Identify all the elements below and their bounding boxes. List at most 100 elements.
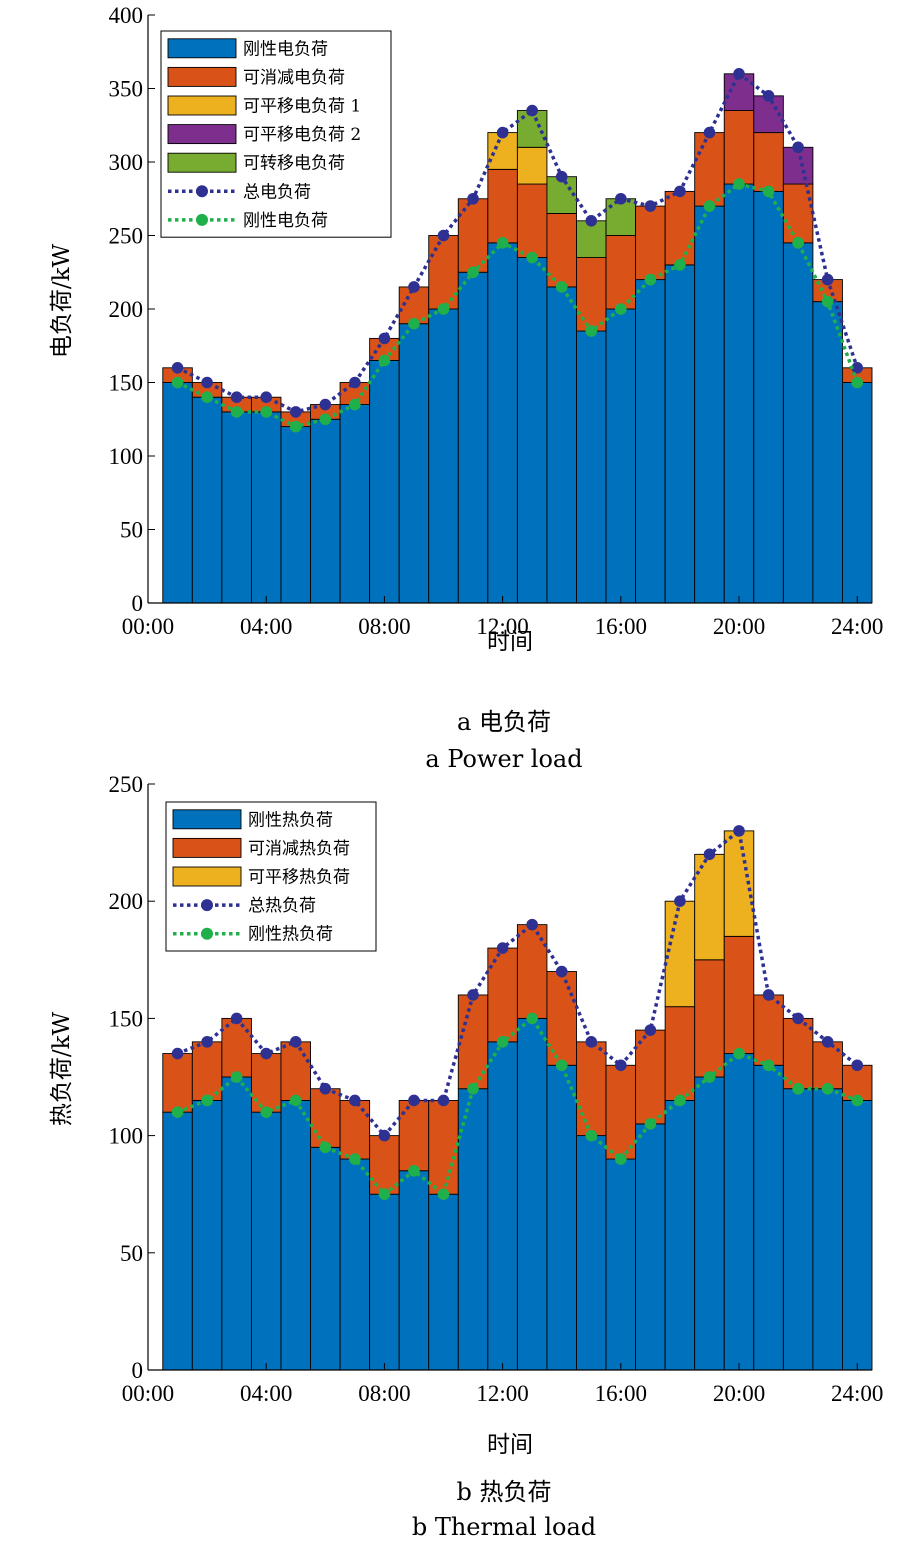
chart-2-bar-s2-h19 <box>694 959 725 1078</box>
chart-2-point-total-h14 <box>555 965 568 978</box>
chart-2-point-total-h17 <box>644 1024 657 1036</box>
chart-2-bar-s1-h10 <box>428 1193 459 1371</box>
chart-2-point-total-h1 <box>171 1047 184 1060</box>
chart-2-bar-s1-h8 <box>369 1193 400 1371</box>
chart-2-caption-en: b Thermal load <box>412 1513 596 1541</box>
chart-1-point-rigid-h4 <box>260 406 273 418</box>
chart-2-bar-s1-h18 <box>664 1099 696 1371</box>
chart-1-point-total-h17 <box>644 200 657 212</box>
chart-2-point-total-h15 <box>585 1036 598 1048</box>
chart-1-bar-s1-h6 <box>310 418 341 604</box>
chart-2-point-total-h24 <box>851 1059 864 1072</box>
chart-2-bar-s2-h3 <box>221 1017 252 1078</box>
chart-2-point-rigid-h9 <box>408 1164 420 1177</box>
chart-2-point-total-h21 <box>762 989 775 1001</box>
chart-2-point-total-h11 <box>467 989 479 1001</box>
chart-1-bar-s3-h13 <box>516 146 548 185</box>
chart-1-bar-s1-h4 <box>250 411 282 604</box>
chart-2-bar-s1-h3 <box>221 1076 252 1371</box>
chart-2-ytick-label: 150 <box>109 1006 144 1031</box>
chart-1-point-rigid-h24 <box>851 376 864 389</box>
chart-1-bar-s1-h1 <box>162 382 193 604</box>
chart-2-bar-s1-h5 <box>280 1099 311 1371</box>
chart-1-point-total-h19 <box>703 126 716 139</box>
chart-2-bar-s1-h16 <box>605 1158 637 1371</box>
chart-2-point-total-h9 <box>408 1094 420 1107</box>
chart-1-bar-s1-h20 <box>723 183 755 604</box>
chart-2-bar-s1-h24 <box>841 1099 873 1371</box>
chart-2-point-total-h13 <box>526 918 538 931</box>
chart-1-point-rigid-h6 <box>319 413 332 426</box>
chart-2-point-rigid-h13 <box>526 1012 538 1025</box>
chart-2-bar-s1-h17 <box>635 1123 666 1371</box>
chart-1-ytick-label: 0 <box>132 591 144 616</box>
chart-1-ylabel: 电负荷/kW <box>49 243 75 358</box>
chart-1-bar-s2-h17 <box>635 205 666 281</box>
chart-1-bar-s2-h13 <box>516 183 548 259</box>
chart-2-xtick-label: 04:00 <box>240 1381 292 1406</box>
chart-1-point-rigid-h7 <box>349 398 361 411</box>
chart-1-point-rigid-h10 <box>437 303 450 315</box>
chart-2-point-total-h23 <box>821 1036 834 1048</box>
chart-2-bar-s1-h6 <box>310 1146 341 1371</box>
chart-2-bar-s1-h12 <box>487 1041 518 1371</box>
chart-2-bar-s2-h16 <box>605 1064 637 1160</box>
chart-2-point-rigid-h3 <box>230 1071 243 1083</box>
chart-2-point-rigid-h4 <box>260 1106 273 1118</box>
chart-1-point-total-h12 <box>496 126 509 139</box>
chart-2-xtick-label: 16:00 <box>595 1381 647 1406</box>
chart-1-point-rigid-h19 <box>703 200 716 212</box>
chart-1-legend-label-2: 可消减电负荷 <box>243 68 345 88</box>
chart-1-point-total-h14 <box>555 170 568 183</box>
chart-1-caption-en: a Power load <box>425 745 582 773</box>
chart-2-bar-s2-h4 <box>250 1053 282 1113</box>
chart-2-point-rigid-h20 <box>733 1047 745 1060</box>
chart-2-bar-s1-h1 <box>162 1111 193 1371</box>
chart-2-legend-label-5: 刚性热负荷 <box>248 925 333 945</box>
chart-2-point-rigid-h14 <box>555 1059 568 1072</box>
chart-1-bar-s2-h14 <box>546 212 577 288</box>
chart-1-point-total-h7 <box>349 376 361 389</box>
chart-1-point-total-h2 <box>201 376 213 389</box>
chart-1-bar-s4-h20 <box>723 73 755 112</box>
chart-2-xtick-label: 00:00 <box>122 1381 174 1406</box>
chart-2-bar-s2-h9 <box>398 1099 430 1172</box>
chart-2-point-rigid-h7 <box>349 1153 361 1165</box>
chart-1-point-rigid-h9 <box>408 317 420 330</box>
chart-2-legend-swatch-3 <box>172 866 242 887</box>
chart-2-bar-s3-h19 <box>694 853 725 961</box>
chart-1-xtick-label: 08:00 <box>358 614 410 639</box>
chart-2-point-total-h19 <box>703 848 716 861</box>
chart-2-bar-s1-h21 <box>753 1064 784 1371</box>
chart-1-ytick-label: 50 <box>120 518 143 543</box>
chart-2-point-rigid-h22 <box>792 1082 804 1095</box>
chart-1-ytick-label: 150 <box>109 371 144 396</box>
chart-1-point-total-h6 <box>319 398 332 411</box>
chart-2-point-total-h20 <box>733 825 745 837</box>
chart-2-point-total-h3 <box>230 1012 243 1025</box>
chart-2-legend-marker-4 <box>201 899 213 912</box>
chart-1-point-total-h15 <box>585 215 598 227</box>
chart-2-bar-s2-h10 <box>428 1099 459 1195</box>
chart-1-point-rigid-h3 <box>230 406 243 418</box>
chart-2-legend-label-1: 刚性热负荷 <box>248 810 333 830</box>
chart-1-bar-s1-h10 <box>428 308 459 604</box>
chart-2-bar-s2-h15 <box>576 1041 607 1137</box>
chart-2-point-rigid-h1 <box>171 1106 184 1118</box>
chart-2-bar-s2-h20 <box>723 935 755 1055</box>
chart-1-bar-s1-h3 <box>221 411 252 604</box>
chart-1-point-total-h20 <box>733 68 745 80</box>
chart-2-point-rigid-h21 <box>762 1059 775 1072</box>
chart-2-point-total-h5 <box>289 1036 302 1048</box>
chart-2-ytick-label: 200 <box>109 889 144 914</box>
chart-1-point-rigid-h18 <box>674 259 686 271</box>
chart-2-xtick-label: 12:00 <box>476 1381 528 1406</box>
chart-2-legend-label-3: 可平移热负荷 <box>248 868 350 888</box>
chart-2-point-total-h7 <box>349 1094 361 1107</box>
chart-1-point-total-h10 <box>437 229 450 242</box>
chart-1-legend-label-3: 可平移电负荷 1 <box>243 97 361 117</box>
chart-1-point-total-h1 <box>171 362 184 374</box>
chart-1-point-rigid-h23 <box>821 295 834 308</box>
chart-1-point-rigid-h5 <box>289 420 302 433</box>
chart-2-legend-marker-5 <box>201 927 213 940</box>
